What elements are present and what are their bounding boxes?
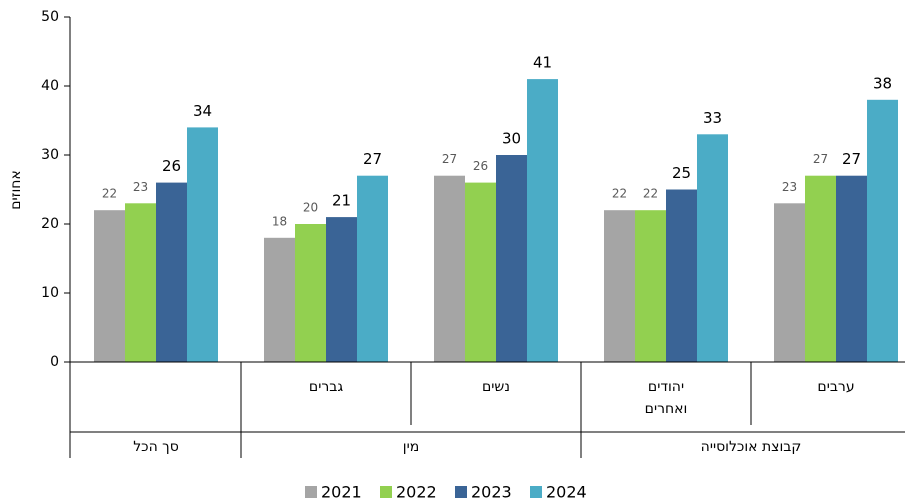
- legend-swatch: [530, 486, 542, 498]
- bar: [836, 175, 867, 362]
- data-label: 34: [193, 102, 212, 120]
- bar: [774, 203, 805, 362]
- legend-swatch: [455, 486, 467, 498]
- bar: [867, 99, 898, 363]
- y-tick-label: 10: [41, 285, 59, 301]
- data-label: 25: [672, 164, 691, 182]
- bar: [635, 210, 666, 362]
- bar: [326, 217, 357, 362]
- legend-swatch: [305, 486, 317, 498]
- x-tick-label: ערבים: [817, 379, 855, 395]
- data-label: 22: [102, 187, 117, 201]
- data-label: 27: [842, 150, 861, 168]
- data-label: 38: [873, 74, 892, 92]
- x-tick-label: גברים: [308, 379, 344, 395]
- legend-label: 2024: [546, 483, 587, 500]
- bar: [604, 210, 635, 362]
- group-label: מין: [403, 439, 419, 455]
- y-tick-label: 0: [50, 354, 59, 370]
- bar: [496, 155, 527, 362]
- bar: [357, 175, 388, 362]
- data-label: 18: [272, 214, 287, 228]
- data-label: 27: [813, 152, 828, 166]
- bar: [264, 237, 295, 362]
- data-label: 20: [303, 201, 318, 215]
- data-label: 22: [612, 187, 627, 201]
- bar: [295, 224, 326, 362]
- y-axis-label: אחוזים: [8, 170, 24, 210]
- data-label: 26: [473, 159, 488, 173]
- y-tick-label: 20: [41, 216, 59, 232]
- x-tick-label: יהודים ואחרים: [644, 379, 688, 417]
- bar: [805, 175, 836, 362]
- group-label: סך הכל: [133, 439, 179, 455]
- data-label: 22: [643, 187, 658, 201]
- data-label: 30: [502, 130, 521, 148]
- bar: [94, 210, 125, 362]
- bar: [434, 175, 465, 362]
- legend-label: 2023: [471, 483, 512, 500]
- data-label: 27: [442, 152, 457, 166]
- data-label: 21: [332, 192, 351, 210]
- legend-swatch: [380, 486, 392, 498]
- bar: [156, 182, 187, 362]
- x-tick-label: נשים: [482, 379, 510, 395]
- y-tick-label: 50: [41, 9, 59, 25]
- data-label: 33: [703, 109, 722, 127]
- group-label: קבוצת אוכלוסייה: [701, 439, 802, 455]
- bar: [465, 182, 496, 362]
- data-label: 27: [363, 150, 382, 168]
- data-label: 23: [782, 180, 797, 194]
- legend-label: 2022: [396, 483, 437, 500]
- data-label: 23: [133, 180, 148, 194]
- bar: [187, 127, 218, 363]
- y-tick-label: 30: [41, 147, 59, 163]
- y-tick-label: 40: [41, 78, 59, 94]
- bar: [666, 189, 697, 362]
- data-label: 41: [533, 54, 552, 72]
- bar: [527, 79, 558, 362]
- data-label: 26: [162, 157, 181, 175]
- bar: [697, 134, 728, 362]
- legend-label: 2021: [321, 483, 362, 500]
- bar: [125, 203, 156, 362]
